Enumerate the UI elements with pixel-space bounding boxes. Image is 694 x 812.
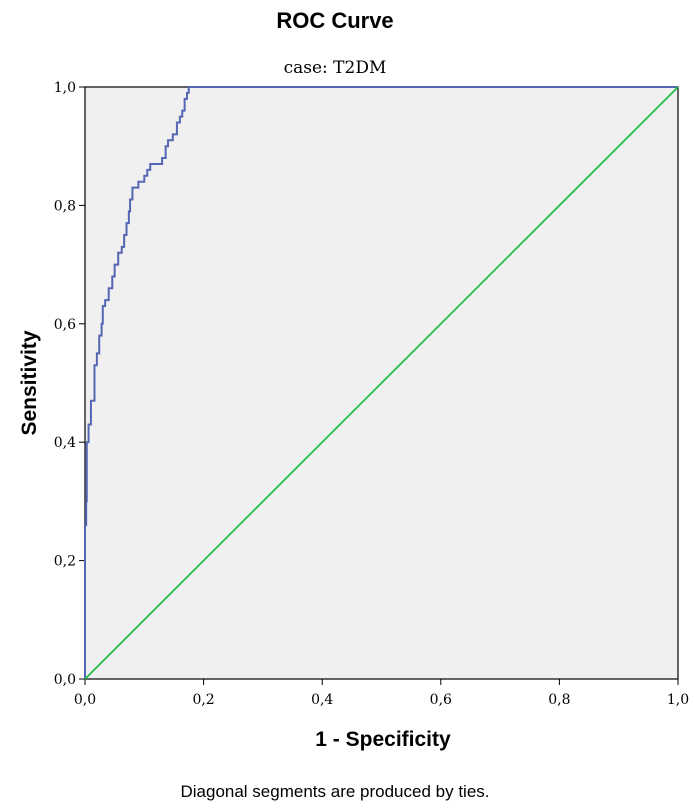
x-tick-label: 0,0 — [74, 692, 96, 708]
x-tick-label: 1,0 — [667, 692, 689, 708]
chart-footnote: Diagonal segments are produced by ties. — [180, 782, 489, 801]
y-tick-label: 1,0 — [54, 80, 76, 96]
x-tick-label: 0,8 — [548, 692, 570, 708]
x-tick-label: 0,6 — [430, 692, 452, 708]
y-tick-label: 0,8 — [54, 198, 76, 214]
roc-curve-line — [84, 86, 678, 679]
chart-title: ROC Curve — [276, 8, 393, 33]
y-tick-label: 0,4 — [54, 435, 76, 451]
y-tick-label: 0,0 — [54, 672, 76, 688]
x-axis-ticks: 0,0 0,2 0,4 0,6 0,8 1,0 — [74, 679, 689, 708]
x-tick-label: 0,2 — [192, 692, 214, 708]
x-axis-title: 1 - Specificity — [315, 728, 451, 751]
y-tick-label: 0,6 — [54, 317, 76, 333]
y-tick-label: 0,2 — [54, 554, 76, 570]
reference-diagonal-line — [84, 86, 679, 680]
series-layer — [84, 86, 679, 680]
chart-subtitle: case: T2DM — [284, 58, 387, 78]
x-tick-label: 0,4 — [311, 692, 333, 708]
y-axis-title: Sensitivity — [18, 330, 41, 435]
y-axis-ticks: 0,0 0,2 0,4 0,6 0,8 1,0 — [54, 80, 85, 688]
